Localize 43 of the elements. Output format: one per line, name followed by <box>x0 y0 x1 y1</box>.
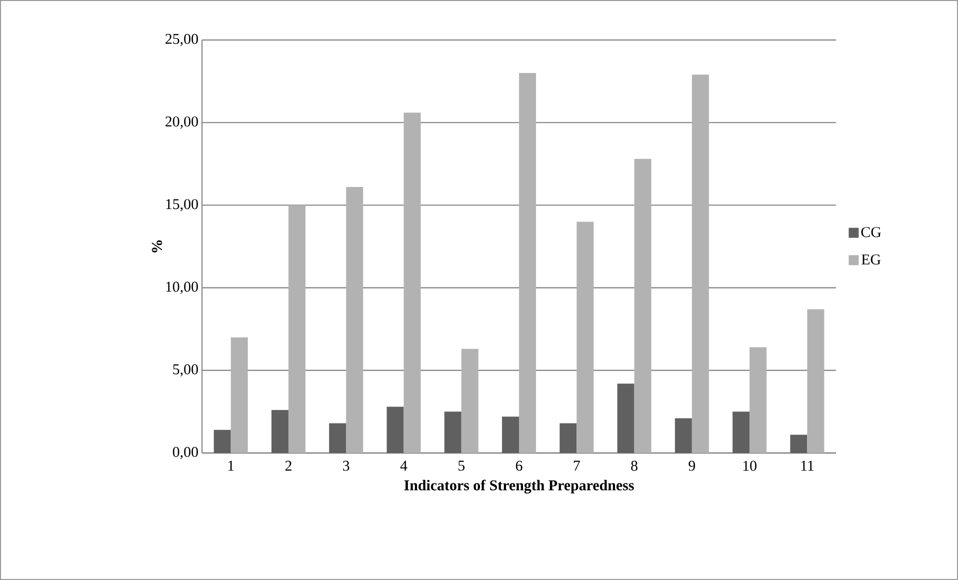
x-tick-label: 4 <box>400 460 408 471</box>
x-tick-label: 5 <box>458 460 465 471</box>
x-tick-label: 3 <box>343 460 350 471</box>
bar <box>502 416 520 453</box>
bar <box>214 430 231 453</box>
bar <box>444 412 462 453</box>
bar <box>519 73 536 453</box>
y-tick-label: 5,00 <box>173 364 198 376</box>
bar <box>692 74 709 453</box>
x-axis-title: Indicators of Strength Preparedness <box>404 480 634 494</box>
x-tick-label: 10 <box>743 460 756 471</box>
y-axis-title: % <box>152 240 162 252</box>
bar <box>617 384 634 453</box>
bar <box>329 423 346 453</box>
bar <box>271 410 288 453</box>
bar <box>560 423 577 453</box>
x-tick-label: 11 <box>801 460 814 471</box>
legend-label: EG <box>862 254 881 265</box>
bar <box>576 222 594 453</box>
bar <box>346 187 364 453</box>
x-tick-label: 1 <box>228 460 234 471</box>
bar <box>674 418 692 453</box>
x-tick-label: 7 <box>574 460 580 471</box>
x-tick-label: 6 <box>516 460 522 471</box>
bar <box>461 348 478 453</box>
x-tick-label: 9 <box>688 460 696 471</box>
y-tick-label: 25,00 <box>166 34 198 46</box>
bar <box>404 112 421 453</box>
bar <box>230 337 248 453</box>
bar <box>288 205 306 453</box>
x-tick-label: 2 <box>285 460 292 471</box>
x-tick-label: 8 <box>631 460 638 471</box>
bar <box>386 406 404 453</box>
y-tick-label: 10,00 <box>166 282 198 294</box>
bar <box>807 309 824 453</box>
y-tick-label: 0,00 <box>172 446 198 460</box>
legend-label: CG <box>861 227 881 238</box>
bar <box>634 158 652 453</box>
bar <box>750 347 767 453</box>
bar <box>790 434 808 453</box>
y-tick-label: 20,00 <box>166 116 198 129</box>
bar <box>732 412 750 453</box>
y-tick-label: 15,00 <box>166 199 198 212</box>
